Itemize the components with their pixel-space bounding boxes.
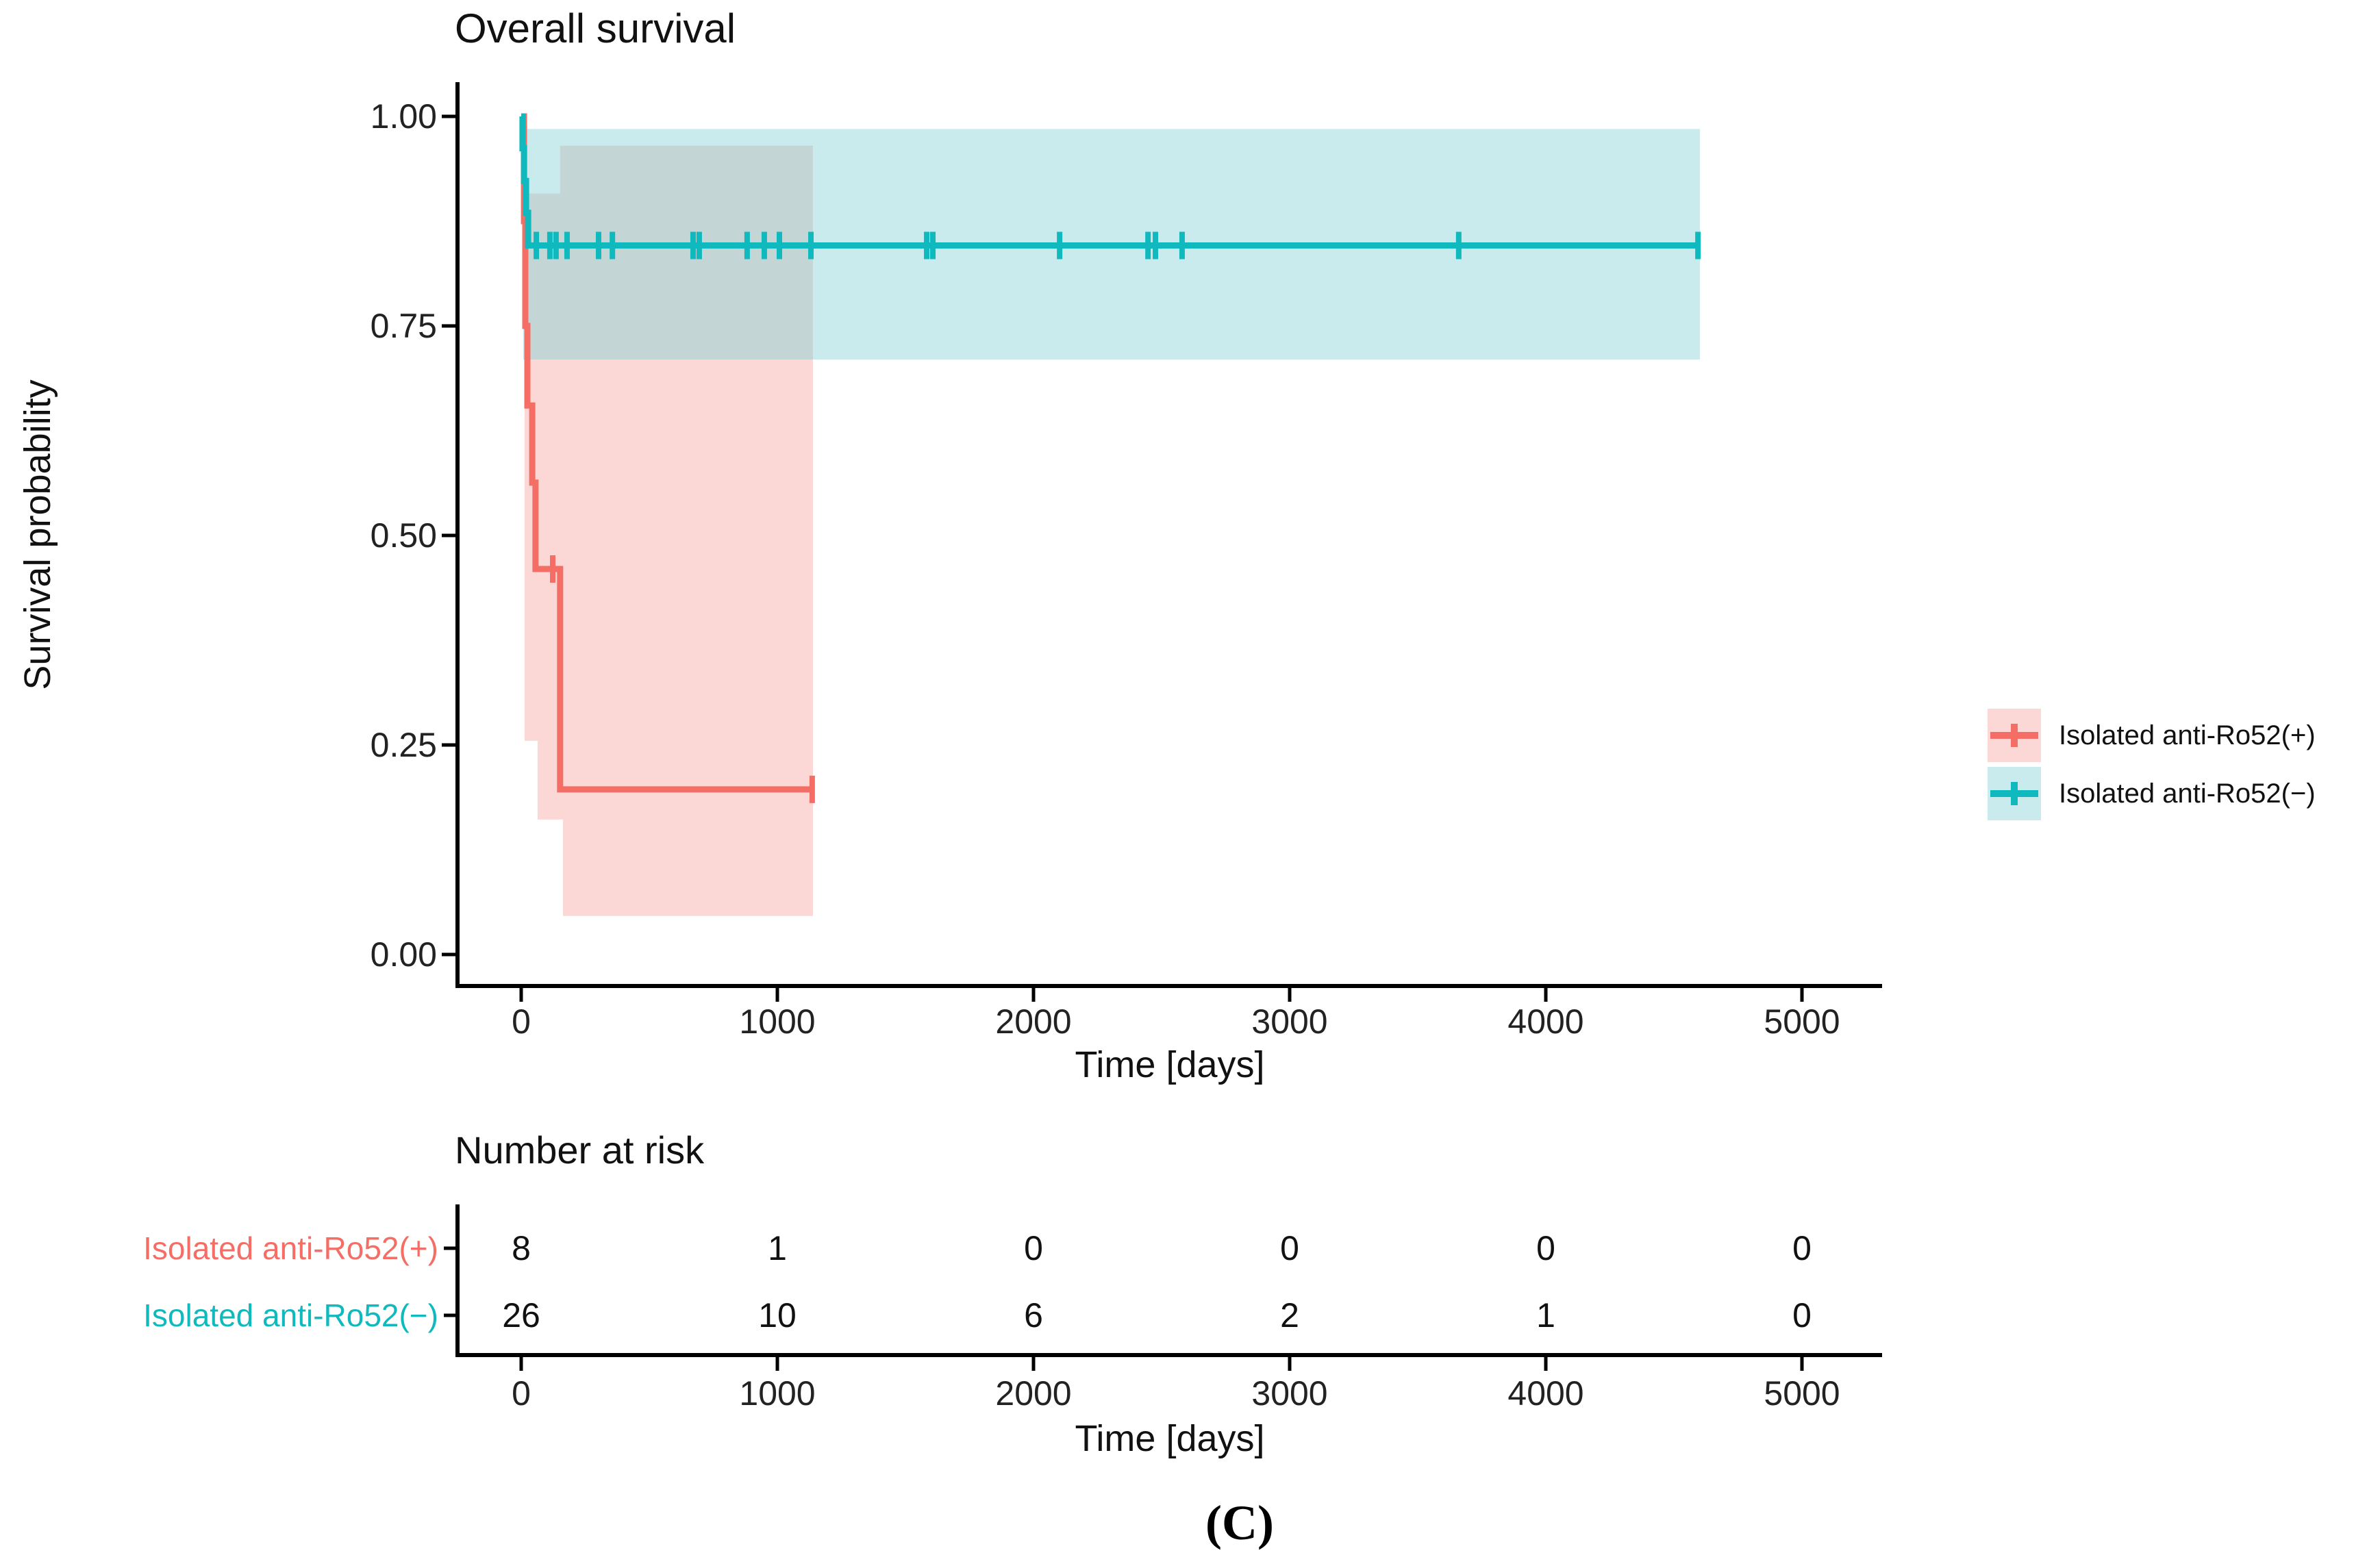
y-axis-label: Survival probability	[17, 379, 58, 690]
risk-value: 1	[768, 1229, 787, 1267]
legend-key-swatch-positive	[1988, 709, 2041, 762]
legend-censor-tick-icon	[2011, 724, 2018, 747]
survival-curve-ro52-positive	[521, 113, 813, 793]
risk-x-tick-label: 0	[512, 1374, 531, 1413]
risk-value: 0	[1024, 1229, 1043, 1267]
legend: Isolated anti-Ro52(+) Isolated anti-Ro52…	[1988, 709, 2316, 825]
plot-title: Overall survival	[455, 5, 736, 51]
legend-key-swatch-negative	[1988, 767, 2041, 820]
panel-label: (C)	[1205, 1495, 1274, 1550]
y-tick-label: 0.25	[370, 726, 437, 764]
y-tick-label: 0.50	[370, 516, 437, 555]
legend-censor-tick-icon	[2011, 782, 2018, 805]
legend-label: Isolated anti-Ro52(−)	[2059, 779, 2316, 809]
ci-band-overlap	[524, 145, 813, 360]
x-tick-label: 5000	[1764, 1002, 1840, 1041]
risk-value: 26	[502, 1296, 540, 1335]
legend-entry-ro52-positive: Isolated anti-Ro52(+)	[1988, 709, 2316, 762]
risk-value: 0	[1792, 1296, 1812, 1335]
risk-x-tick-label: 4000	[1507, 1374, 1584, 1413]
risk-x-tick-label: 2000	[995, 1374, 1072, 1413]
risk-value: 1	[1536, 1296, 1555, 1335]
x-tick-label: 1000	[739, 1002, 816, 1041]
risk-x-tick-label: 1000	[739, 1374, 816, 1413]
risk-x-tick-label: 5000	[1764, 1374, 1840, 1413]
y-tick-label: 1.00	[370, 97, 437, 136]
risk-value: 8	[512, 1229, 531, 1267]
risk-value: 6	[1024, 1296, 1043, 1335]
y-tick-label: 0.00	[370, 935, 437, 974]
risk-value: 0	[1792, 1229, 1812, 1267]
legend-entry-ro52-negative: Isolated anti-Ro52(−)	[1988, 767, 2316, 820]
legend-label: Isolated anti-Ro52(+)	[2059, 720, 2316, 750]
x-tick-label: 2000	[995, 1002, 1072, 1041]
survival-curve-ro52-negative	[519, 113, 1701, 249]
risk-row-label-ro52-positive: Isolated anti-Ro52(+)	[143, 1230, 438, 1266]
x-tick-label: 4000	[1507, 1002, 1584, 1041]
risk-table-title: Number at risk	[455, 1128, 705, 1172]
x-tick-label: 3000	[1251, 1002, 1328, 1041]
risk-value: 0	[1536, 1229, 1555, 1267]
x-axis-label: Time [days]	[1075, 1044, 1265, 1085]
risk-x-tick-label: 3000	[1251, 1374, 1328, 1413]
y-tick-label: 0.75	[370, 307, 437, 345]
risk-row-label-ro52-negative: Isolated anti-Ro52(−)	[143, 1298, 438, 1333]
risk-table-x-axis-label: Time [days]	[1075, 1418, 1265, 1459]
risk-value: 0	[1280, 1229, 1299, 1267]
risk-value: 2	[1280, 1296, 1299, 1335]
risk-value: 10	[758, 1296, 797, 1335]
x-tick-label: 0	[512, 1002, 531, 1041]
